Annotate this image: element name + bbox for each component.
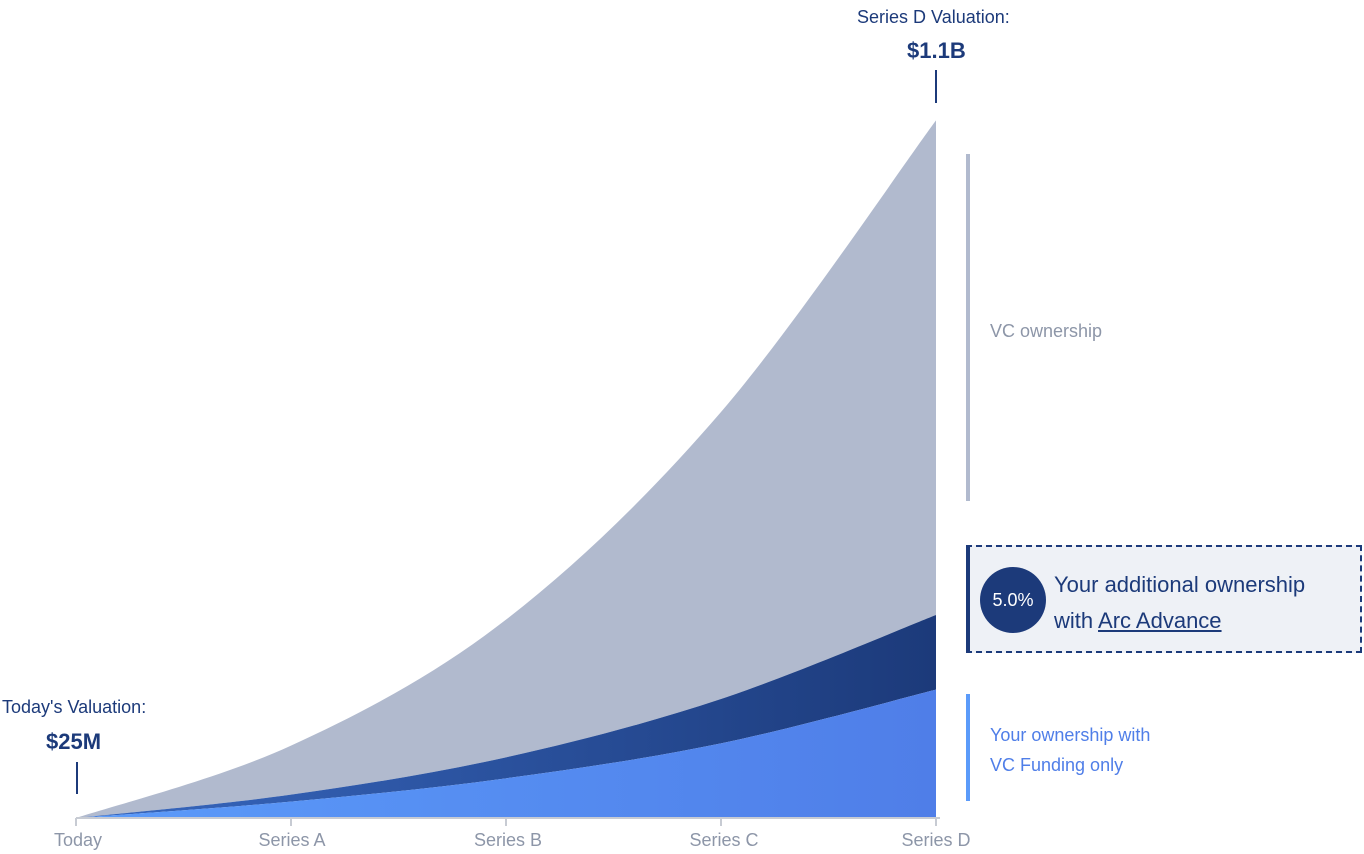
own-legend-label: Your ownership with VC Funding only [990,720,1150,780]
area-arc-additional [76,615,936,818]
x-axis-ticks [75,818,937,826]
tick-label-today: Today [53,830,103,850]
arc-legend-accent [966,545,970,653]
arc-legend-line1: Your additional ownership [1054,572,1306,597]
arc-percent-badge: 5.0% [980,567,1046,633]
own-legend-line2: VC Funding only [990,755,1124,775]
start-valuation-value: $25M [46,729,102,754]
vc-legend-label: VC ownership [990,321,1103,341]
chart-areas [76,120,936,819]
area-vc-ownership [76,120,936,819]
arc-legend-text: Your additional ownership with Arc Advan… [1054,567,1305,639]
tick-label-series-a: Series A [258,830,326,850]
tick-label-series-b: Series B [473,830,543,850]
arc-advance-link[interactable]: Arc Advance [1098,608,1222,633]
area-own-ownership [76,689,936,818]
vc-legend-bar [966,154,970,501]
tick-label-series-c: Series C [689,830,759,850]
arc-legend-box: 5.0% Your additional ownership with Arc … [966,545,1362,653]
own-legend-bar [966,694,970,801]
own-legend-line1: Your ownership with [990,725,1151,745]
start-valuation-label: Today's Valuation: [2,697,147,717]
end-valuation-label: Series D Valuation: [857,7,1010,27]
end-valuation-value: $1.1B [907,38,966,63]
arc-legend-with: with [1054,608,1094,633]
tick-label-series-d: Series D [901,830,971,850]
